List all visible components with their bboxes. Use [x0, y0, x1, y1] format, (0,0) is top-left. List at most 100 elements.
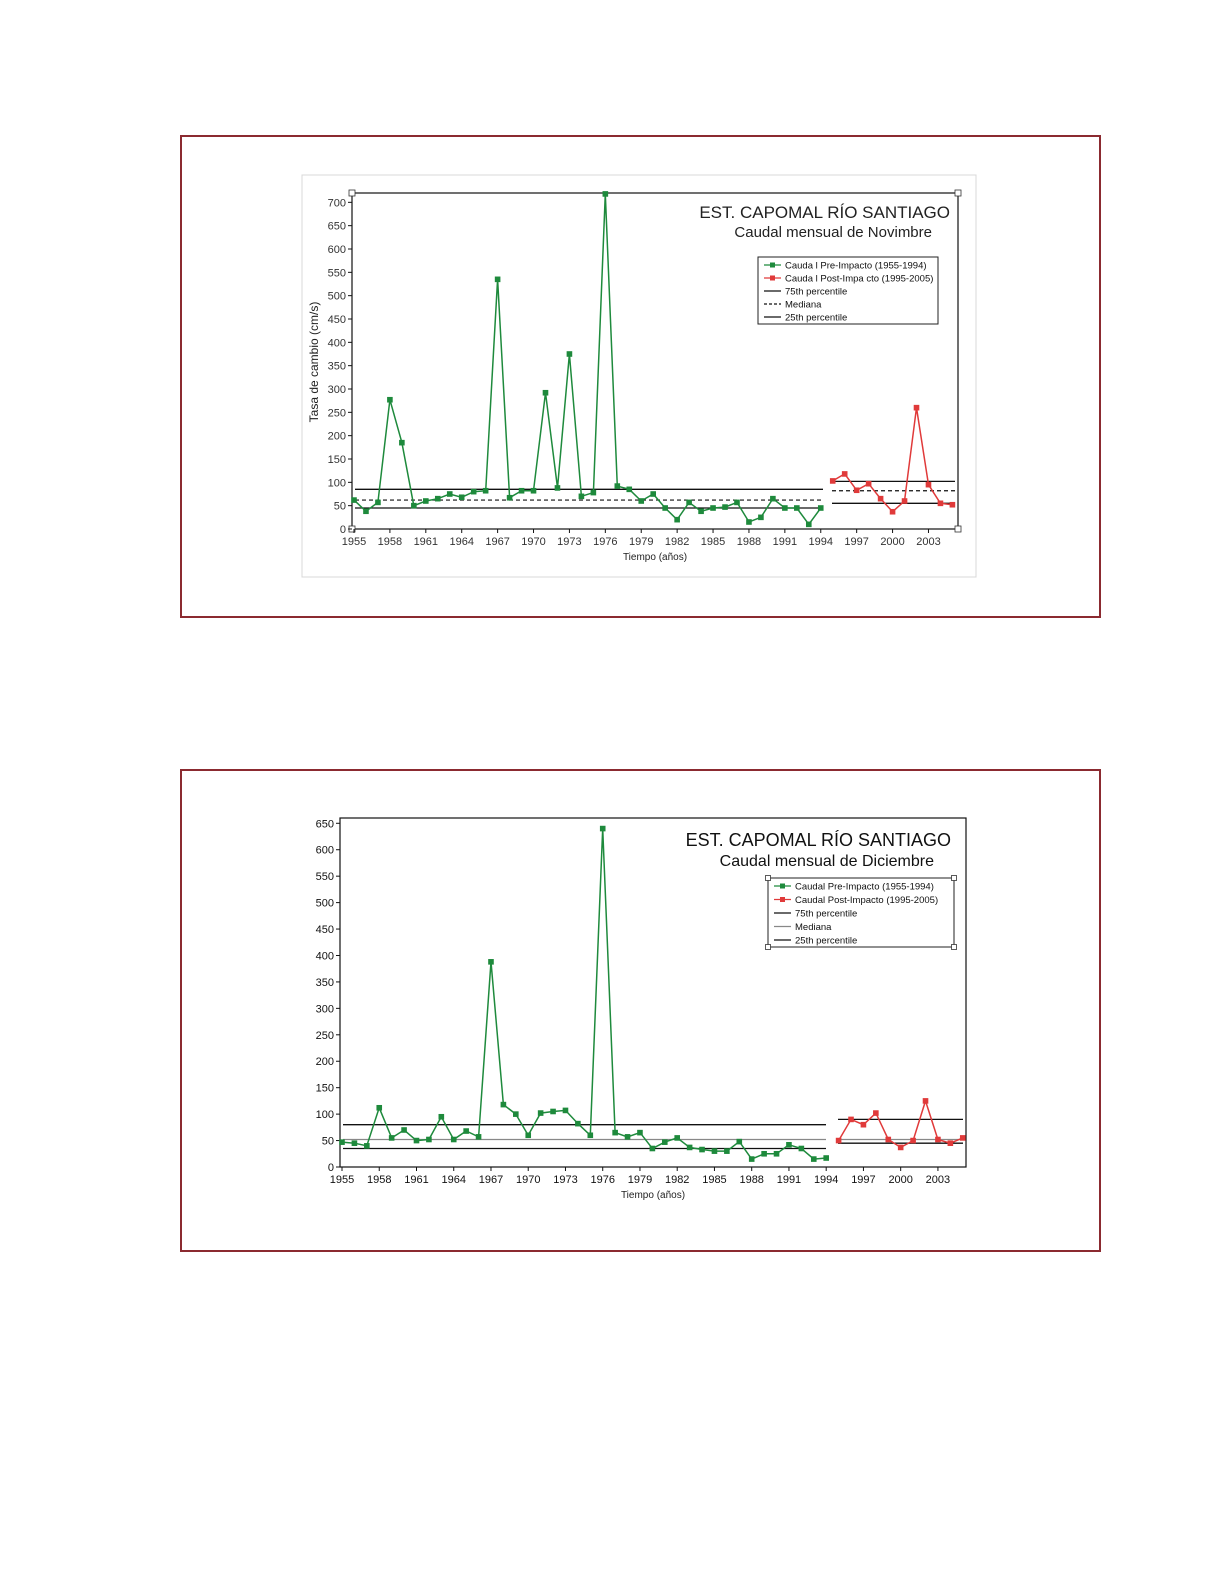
series-group — [351, 191, 956, 528]
y-tick-label: 100 — [316, 1109, 334, 1121]
pre-data-point — [686, 1144, 693, 1151]
x-tick-label: 1970 — [516, 1174, 540, 1186]
pre-data-point — [612, 1129, 618, 1136]
x-tick-label: 2000 — [888, 1174, 912, 1186]
x-tick-label: 1967 — [485, 536, 509, 548]
x-tick-label: 1979 — [628, 1174, 652, 1186]
pre-data-point — [599, 825, 606, 832]
y-tick-label: 200 — [328, 431, 346, 443]
x-axis: 1955 1958 1961 1964 1967 1970 1973 1976 1979 1982… — [330, 1167, 950, 1186]
chart-frame-december — [180, 769, 1101, 1252]
y-tick-label: 200 — [316, 1056, 334, 1068]
pre-data-point — [761, 1150, 767, 1157]
pre-data-point — [823, 1155, 829, 1161]
pre-data-point — [758, 514, 764, 521]
post-series-line — [837, 1098, 964, 1149]
pre-data-point — [711, 1148, 718, 1154]
pre-data-point — [817, 505, 824, 511]
y-tick-label: 50 — [322, 1136, 334, 1148]
post-data-point — [922, 1098, 929, 1104]
pre-data-point — [674, 1135, 681, 1141]
pre-data-point — [587, 1132, 594, 1139]
x-tick-label: 1976 — [590, 1174, 614, 1186]
pre-data-point — [525, 1132, 532, 1139]
chart-title: EST. CAPOMAL RÍO SANTIAGO — [699, 203, 950, 222]
y-tick-label: 650 — [316, 818, 334, 830]
legend-label: Caudal Post-Impacto (1995-2005) — [795, 895, 938, 906]
legend: Caudal Pre-Impacto (1955-1994) Caudal Pos… — [765, 875, 957, 950]
y-tick-label: 400 — [328, 337, 346, 349]
pre-data-point — [339, 1139, 345, 1145]
pre-data-point — [650, 491, 657, 497]
x-tick-label: 1973 — [557, 536, 581, 548]
pre-data-point — [470, 488, 477, 495]
y-tick-label: 650 — [328, 221, 346, 233]
post-data-point — [897, 1144, 904, 1151]
plot-handle — [954, 525, 962, 533]
legend-label: Mediana — [785, 300, 822, 311]
pre-data-point — [438, 1113, 445, 1120]
y-tick-label: 350 — [316, 977, 334, 989]
x-tick-label: 1994 — [814, 1174, 838, 1186]
pre-data-point — [376, 1104, 383, 1111]
post-data-point — [829, 478, 836, 484]
x-tick-label: 2003 — [926, 1174, 950, 1186]
legend-label: 25th percentile — [785, 313, 847, 324]
legend-handle — [765, 944, 771, 950]
y-tick-label: 300 — [328, 384, 346, 396]
pre-data-point — [575, 1120, 581, 1127]
y-tick-label: 500 — [316, 898, 334, 910]
legend-box — [767, 877, 955, 948]
y-tick-label: 150 — [328, 454, 346, 466]
y-tick-label: 250 — [316, 1030, 334, 1042]
chart-subtitle: Caudal mensual de Diciembre — [720, 853, 934, 870]
legend-label: 25th percentile — [795, 936, 857, 947]
y-tick-label: 550 — [316, 871, 334, 883]
x-tick-label: 1991 — [773, 536, 797, 548]
pre-data-point — [458, 494, 465, 501]
y-axis: 0 50 100 150 200 250 300 350 400 450 500 550 600 650 — [316, 818, 340, 1174]
post-data-point — [889, 508, 896, 515]
post-data-point — [935, 1136, 941, 1143]
legend-label: Cauda l Post-Impa cto (1995-2005) — [785, 274, 933, 285]
pre-data-point — [786, 1141, 792, 1148]
pre-data-point — [518, 487, 525, 494]
x-tick-label: 1988 — [739, 1174, 763, 1186]
x-axis-label: Tiempo (años) — [621, 1190, 685, 1201]
post-data-point — [835, 1137, 842, 1144]
post-data-point — [885, 1136, 892, 1143]
pre-data-point — [363, 508, 369, 515]
x-tick-label: 1985 — [701, 536, 725, 548]
pre-data-point — [351, 1140, 358, 1147]
pre-data-point — [423, 498, 429, 504]
pre-series-line — [341, 828, 827, 1161]
pre-data-point — [566, 351, 573, 357]
y-axis: 0 50 100 150 200 250 300 350 400 450 500 550 600 650 7… — [328, 197, 352, 536]
chart-subtitle: Caudal mensual de Novimbre — [734, 224, 932, 241]
legend-label: 75th percentile — [785, 287, 847, 298]
x-tick-label: 1982 — [665, 1174, 689, 1186]
chart-title: EST. CAPOMAL RÍO SANTIAGO — [686, 830, 951, 850]
post-data-point — [937, 500, 944, 507]
pre-data-point — [734, 499, 740, 506]
x-tick-label: 2003 — [916, 536, 940, 548]
pre-data-point — [794, 505, 800, 511]
pre-data-point — [530, 487, 537, 494]
legend-handle — [951, 944, 957, 950]
post-data-point — [841, 471, 848, 477]
x-tick-label: 1979 — [629, 536, 653, 548]
x-tick-label: 1976 — [593, 536, 617, 548]
y-tick-label: 550 — [328, 267, 346, 279]
pre-data-point — [542, 389, 549, 396]
legend-marker — [780, 883, 785, 889]
y-tick-label: 600 — [316, 845, 334, 857]
x-tick-label: 1982 — [665, 536, 689, 548]
pre-data-point — [434, 495, 441, 502]
post-data-point — [910, 1137, 916, 1144]
pre-data-point — [364, 1143, 370, 1149]
post-data-point — [947, 1140, 954, 1147]
pre-data-point — [770, 495, 776, 502]
legend-label: 75th percentile — [795, 909, 857, 920]
y-tick-label: 300 — [316, 1003, 334, 1015]
pre-data-point — [686, 499, 692, 506]
